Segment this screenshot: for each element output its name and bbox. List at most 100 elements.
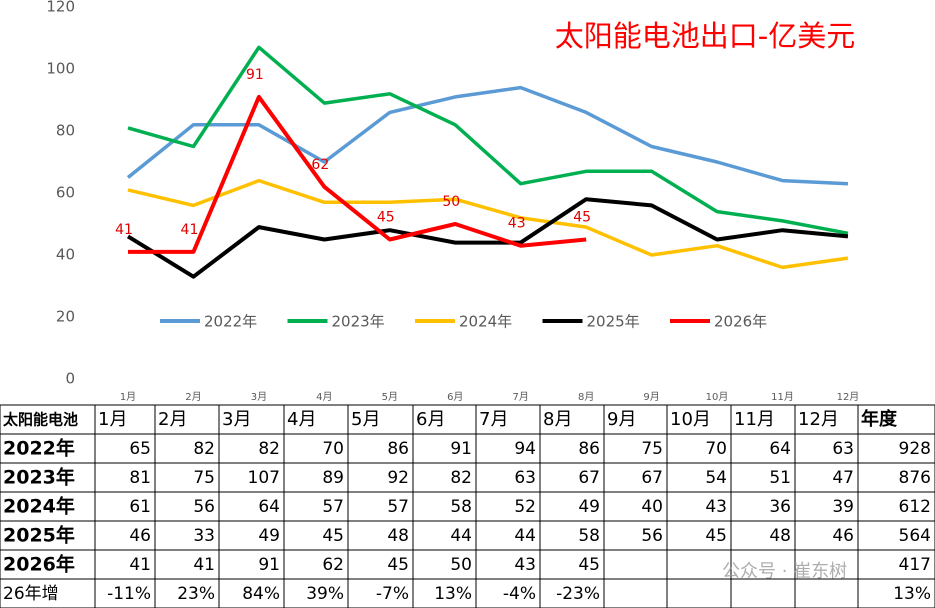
- table-cell: 54: [705, 468, 727, 488]
- table-header: 1月: [98, 409, 127, 430]
- x-tick-label: 1月: [120, 391, 136, 403]
- x-tick-label: 7月: [513, 391, 529, 403]
- table-cell: 92: [387, 468, 409, 488]
- table-cell: 876: [899, 468, 931, 488]
- table-header: 年度: [861, 408, 898, 430]
- table-header: 6月: [416, 409, 445, 430]
- data-label: 62: [311, 157, 329, 173]
- table-cell: 564: [899, 526, 931, 546]
- table-cell: 39%: [306, 584, 344, 604]
- table-cell: 58: [450, 497, 472, 517]
- table-header: 10月: [670, 409, 711, 430]
- table-cell: 58: [578, 526, 600, 546]
- y-tick-label: 80: [56, 122, 75, 140]
- table-cell: 48: [769, 526, 791, 546]
- x-tick-label: 3月: [251, 391, 267, 403]
- table-cell: 50: [450, 555, 472, 575]
- table-cell: 84%: [242, 584, 280, 604]
- table-cell: 43: [705, 497, 727, 517]
- table-cell: 62: [322, 555, 344, 575]
- table-cell: 70: [705, 439, 727, 459]
- legend-label: 2026年: [714, 313, 767, 331]
- legend-label: 2023年: [332, 313, 385, 331]
- table-cell: 86: [578, 439, 600, 459]
- table-header: 11月: [734, 409, 775, 430]
- x-tick-label: 11月: [771, 391, 794, 403]
- table-cell: 65: [129, 439, 151, 459]
- row-label: 2025年: [3, 524, 75, 547]
- table-cell: 44: [450, 526, 472, 546]
- legend-label: 2025年: [587, 313, 640, 331]
- series-line: [126, 85, 849, 186]
- data-label: 43: [508, 216, 526, 232]
- row-label: 2023年: [3, 466, 75, 489]
- table-cell: 612: [899, 497, 931, 517]
- data-label: 91: [246, 67, 264, 83]
- x-tick-label: 10月: [706, 391, 729, 403]
- table-cell: 23%: [177, 584, 215, 604]
- table-cell: 63: [832, 439, 854, 459]
- table-cell: 56: [641, 526, 663, 546]
- table-cell: 107: [248, 468, 280, 488]
- table-cell: 94: [514, 439, 536, 459]
- watermark: 公众号 · 崔东树: [722, 561, 847, 582]
- table-cell: 41: [193, 555, 215, 575]
- table-cell: 33: [193, 526, 215, 546]
- x-tick-label: 8月: [578, 391, 594, 403]
- table-cell: 56: [193, 497, 215, 517]
- table-cell: 45: [322, 526, 344, 546]
- table-cell: 39: [832, 497, 854, 517]
- table-header: 太阳能电池: [3, 411, 78, 429]
- series-line: [128, 94, 587, 254]
- table-header: 3月: [222, 409, 251, 430]
- table-cell: 67: [578, 468, 600, 488]
- table-cell: 91: [258, 555, 280, 575]
- series-line: [126, 197, 849, 279]
- table-header: 2月: [158, 409, 187, 430]
- table-cell: 43: [514, 555, 536, 575]
- table-cell: 49: [578, 497, 600, 517]
- legend-label: 2024年: [459, 313, 512, 331]
- y-tick-label: 120: [46, 0, 75, 16]
- y-tick-label: 100: [46, 60, 75, 78]
- row-label: 2026年: [3, 553, 75, 576]
- series-line: [127, 45, 849, 236]
- x-tick-label: 4月: [316, 391, 332, 403]
- table-cell: 91: [450, 439, 472, 459]
- table-cell: 36: [769, 497, 791, 517]
- data-label: 45: [573, 210, 591, 226]
- table-cell: 61: [129, 497, 151, 517]
- table-cell: 48: [387, 526, 409, 546]
- y-tick-label: 0: [65, 370, 75, 388]
- table-header: 12月: [798, 409, 839, 430]
- data-label: 45: [377, 210, 395, 226]
- x-tick-label: 6月: [447, 391, 463, 403]
- table-header: 7月: [479, 409, 508, 430]
- table-cell: 40: [641, 497, 663, 517]
- table-cell: 75: [193, 468, 215, 488]
- table-cell: 47: [832, 468, 854, 488]
- table-cell: 45: [578, 555, 600, 575]
- table-cell: 86: [387, 439, 409, 459]
- table-cell: 57: [322, 497, 344, 517]
- data-label: 50: [442, 194, 460, 210]
- y-tick-label: 40: [56, 246, 75, 264]
- table-header: 8月: [543, 409, 572, 430]
- y-tick-label: 60: [56, 184, 75, 202]
- table-header: 4月: [287, 409, 316, 430]
- table-cell: 70: [322, 439, 344, 459]
- table-cell: 82: [193, 439, 215, 459]
- row-label: 26年增: [3, 584, 59, 604]
- table-cell: 46: [832, 526, 854, 546]
- row-label: 2024年: [3, 495, 75, 518]
- table-cell: 46: [129, 526, 151, 546]
- table-cell: 82: [450, 468, 472, 488]
- x-tick-label: 2月: [185, 391, 201, 403]
- table-cell: -7%: [376, 584, 409, 604]
- table-cell: 41: [129, 555, 151, 575]
- table-cell: 45: [705, 526, 727, 546]
- table-cell: 64: [769, 439, 791, 459]
- table-header: 5月: [351, 409, 380, 430]
- table-cell: 57: [387, 497, 409, 517]
- chart-title: 太阳能电池出口-亿美元: [555, 19, 855, 53]
